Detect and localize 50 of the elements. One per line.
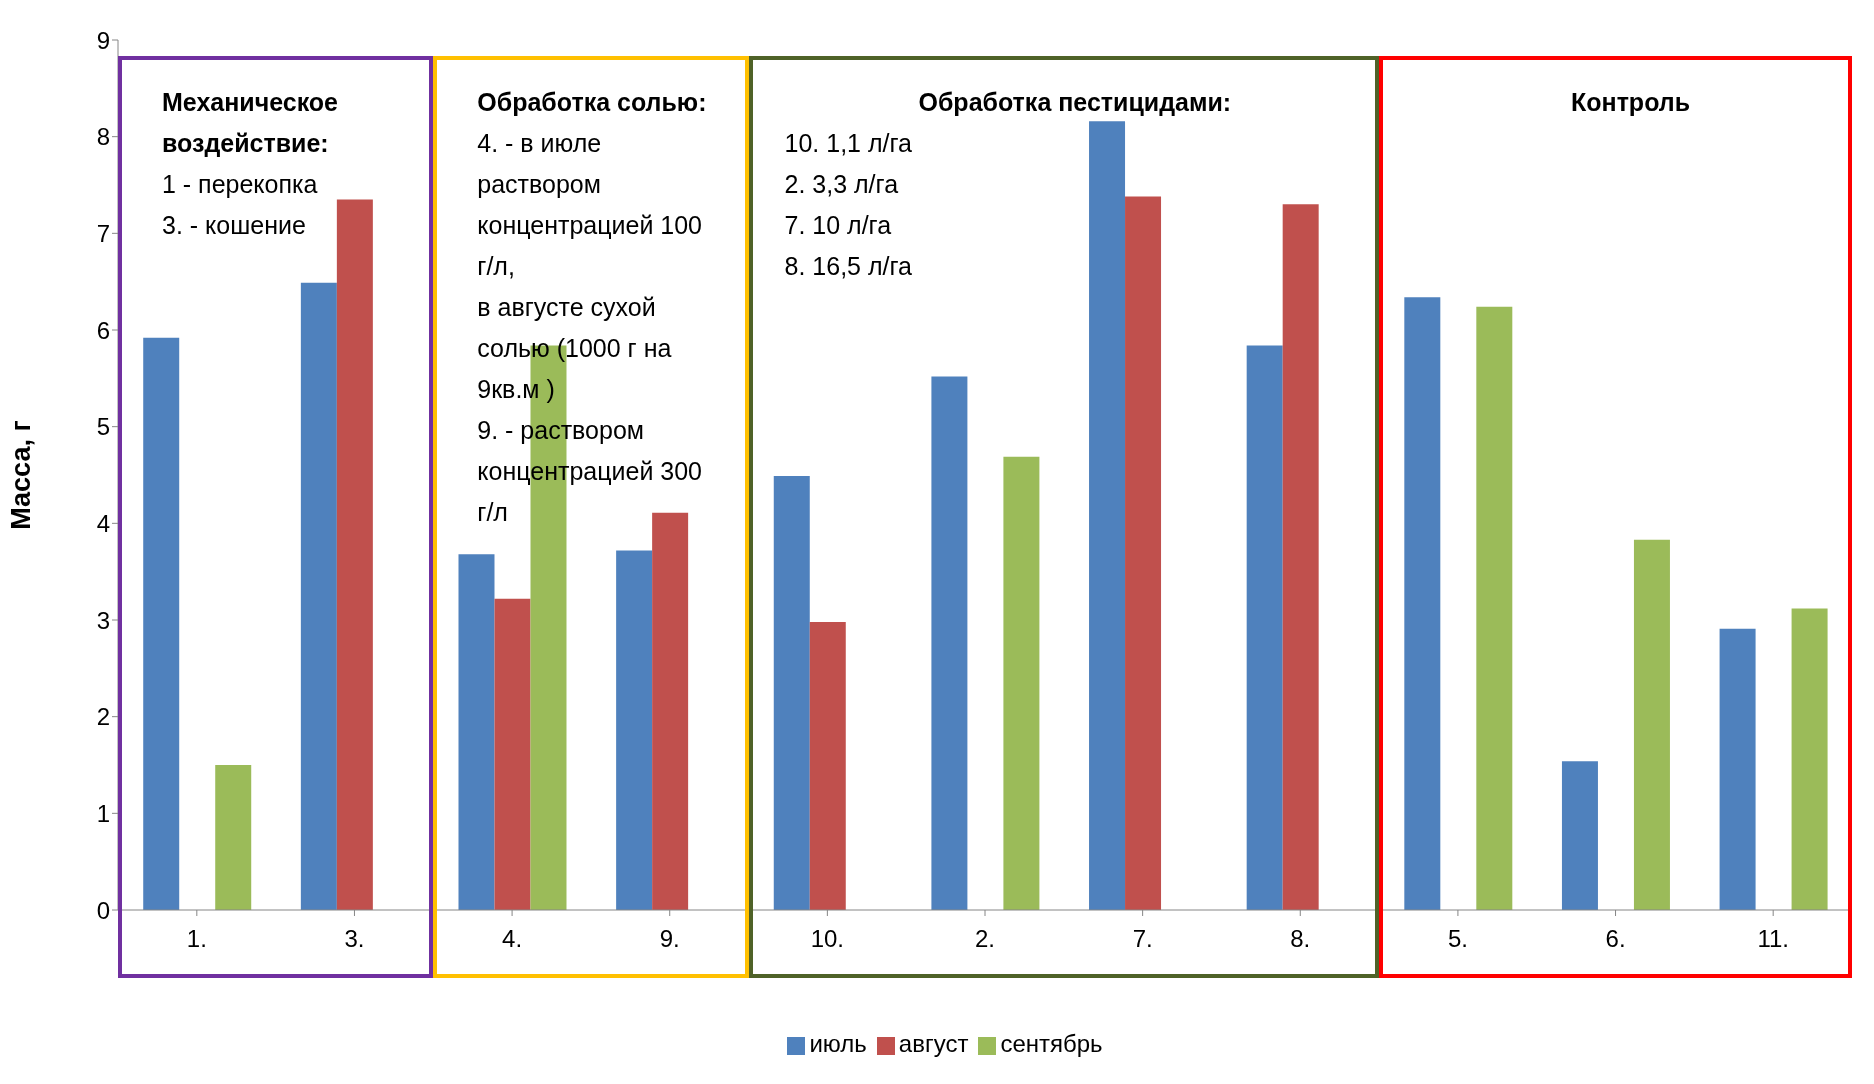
y-tick-label: 3	[96, 606, 110, 634]
annotation: Обработка пестицидами: 10. 1,1 л/га 2. 3,3 л/га 7. 10 л/га 8. 16,5 л/га	[784, 87, 1233, 282]
legend-label: сентябрь	[1000, 1030, 1103, 1057]
y-tick-label: 2	[96, 703, 110, 731]
bar	[1633, 539, 1670, 910]
y-tick-label: 7	[96, 219, 110, 247]
bar	[652, 512, 689, 910]
bar	[215, 765, 252, 910]
legend-label: август	[898, 1030, 969, 1057]
y-tick-label: 6	[96, 316, 110, 344]
x-tick-label: 2.	[974, 925, 996, 953]
bar	[616, 550, 653, 910]
y-axis-title: Масса, г	[5, 420, 36, 530]
y-tick-label: 5	[96, 413, 110, 441]
x-tick-label: 9.	[659, 925, 680, 953]
bar	[1561, 761, 1598, 910]
bar	[1791, 608, 1828, 910]
y-tick-label: 9	[96, 26, 110, 54]
bar	[300, 282, 337, 910]
bar	[1003, 456, 1040, 910]
legend-label: июль	[809, 1030, 867, 1057]
x-tick-label: 3.	[344, 925, 365, 953]
bar	[931, 376, 968, 910]
x-tick-label: 7.	[1132, 925, 1153, 953]
x-tick-label: 4.	[502, 925, 523, 953]
x-tick-label: 1.	[186, 925, 207, 953]
bar	[494, 598, 531, 910]
y-tick-label: 4	[96, 509, 110, 537]
bar	[1282, 204, 1319, 910]
annotation: Контроль	[1570, 87, 1692, 118]
x-tick-label: 6.	[1605, 925, 1626, 953]
x-tick-label: 5.	[1447, 925, 1468, 953]
bar	[1404, 297, 1441, 910]
bar	[773, 475, 810, 910]
bar	[809, 621, 846, 910]
x-tick-label: 8.	[1290, 925, 1311, 953]
bar	[336, 199, 373, 910]
bar	[1719, 628, 1756, 910]
annotation: Механическое воздействие: 1 - перекопка 3. - кошение	[162, 87, 340, 241]
bar	[1089, 121, 1126, 910]
x-tick-label: 11.	[1757, 925, 1789, 953]
y-tick-label: 8	[96, 123, 110, 151]
x-tick-label: 10.	[810, 925, 845, 953]
bar	[143, 337, 180, 910]
bar	[1125, 196, 1162, 910]
bar	[1246, 345, 1283, 910]
bar	[1476, 306, 1513, 910]
bar	[458, 554, 495, 910]
y-tick-label: 1	[96, 799, 110, 827]
y-tick-label: 0	[96, 896, 110, 924]
